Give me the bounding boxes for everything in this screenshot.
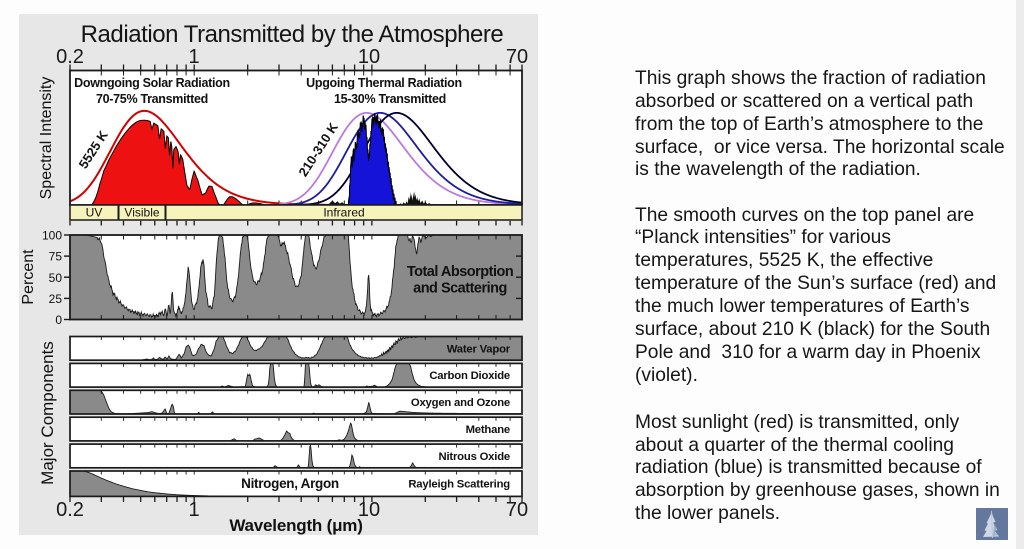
svg-text:Major Components: Major Components bbox=[38, 341, 57, 485]
svg-text:50: 50 bbox=[49, 271, 63, 285]
svg-text:0.2: 0.2 bbox=[56, 46, 84, 68]
svg-text:Carbon Dioxide: Carbon Dioxide bbox=[429, 370, 510, 382]
svg-text:10: 10 bbox=[358, 499, 380, 521]
svg-text:Upgoing Thermal Radiation: Upgoing Thermal Radiation bbox=[306, 76, 462, 90]
svg-text:10: 10 bbox=[358, 46, 380, 68]
svg-text:Downgoing Solar Radiation: Downgoing Solar Radiation bbox=[74, 76, 230, 90]
svg-text:70: 70 bbox=[506, 46, 528, 68]
svg-text:Rayleigh Scattering: Rayleigh Scattering bbox=[408, 479, 510, 491]
svg-text:Nitrogen, Argon: Nitrogen, Argon bbox=[241, 476, 339, 491]
svg-text:Oxygen and Ozone: Oxygen and Ozone bbox=[411, 397, 510, 409]
svg-text:0.2: 0.2 bbox=[56, 499, 84, 521]
svg-text:70: 70 bbox=[506, 499, 528, 521]
svg-text:1: 1 bbox=[188, 46, 199, 68]
svg-text:Visible: Visible bbox=[124, 206, 159, 220]
svg-text:Nitrous Oxide: Nitrous Oxide bbox=[439, 451, 510, 463]
svg-text:Wavelength (μm): Wavelength (μm) bbox=[229, 516, 362, 535]
svg-text:Radiation Transmitted by the A: Radiation Transmitted by the Atmosphere bbox=[81, 21, 504, 48]
svg-text:Methane: Methane bbox=[466, 424, 510, 436]
svg-text:0: 0 bbox=[55, 313, 62, 327]
svg-text:25: 25 bbox=[49, 292, 63, 306]
svg-text:15-30% Transmitted: 15-30% Transmitted bbox=[334, 92, 446, 106]
svg-text:Water Vapor: Water Vapor bbox=[447, 343, 511, 355]
svg-text:UV: UV bbox=[86, 206, 103, 220]
svg-text:Spectral Intensity: Spectral Intensity bbox=[38, 77, 55, 200]
svg-text:Percent: Percent bbox=[20, 249, 37, 305]
svg-text:1: 1 bbox=[188, 499, 199, 521]
svg-text:Total Absorption: Total Absorption bbox=[407, 264, 513, 280]
svg-text:100: 100 bbox=[42, 229, 62, 243]
svg-text:70-75% Transmitted: 70-75% Transmitted bbox=[96, 92, 208, 106]
svg-text:75: 75 bbox=[49, 250, 63, 264]
svg-text:Infrared: Infrared bbox=[323, 206, 364, 220]
svg-text:and Scattering: and Scattering bbox=[413, 281, 507, 297]
